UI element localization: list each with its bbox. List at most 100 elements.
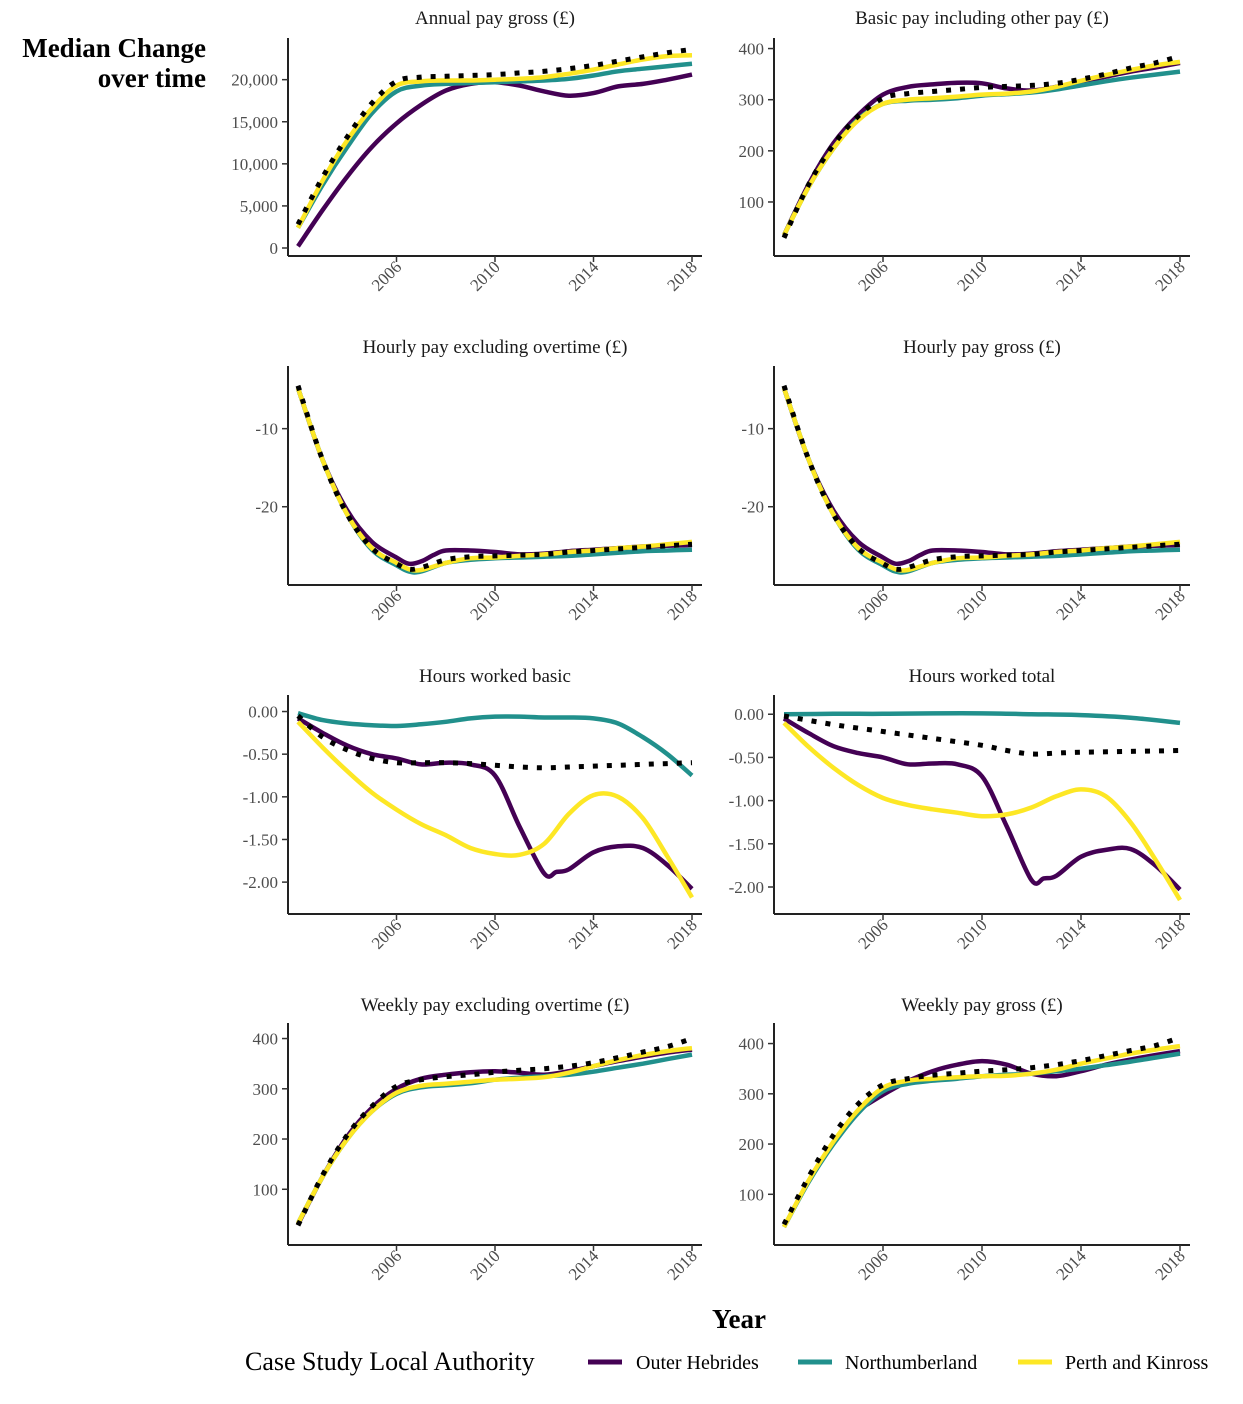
x-tick-label: 2018 <box>1151 586 1188 623</box>
series-line-northumberland <box>296 61 693 229</box>
series-line-perth-and-kinross <box>295 387 693 573</box>
panel-title: Weekly pay excluding overtime (£) <box>361 995 630 1016</box>
y-tick-label: 100 <box>253 1180 279 1199</box>
y-tick-label: 300 <box>739 91 765 110</box>
x-tick-label: 2014 <box>1052 586 1090 624</box>
y-tick-label: 15,000 <box>231 113 278 132</box>
y-tick-label: 400 <box>739 1035 765 1054</box>
series-line-northumberland <box>297 711 694 778</box>
y-tick-label: -2.00 <box>243 873 278 892</box>
y-tick-label: 200 <box>739 142 765 161</box>
y-tick-label: -10 <box>255 420 278 439</box>
panel-title: Basic pay including other pay (£) <box>855 8 1109 29</box>
panel-title: Hours worked total <box>909 666 1056 687</box>
panel-4: Hourly pay gross (£) -10 -20 2006 2010 2014 20… <box>741 337 1190 624</box>
panel-title: Hourly pay excluding overtime (£) <box>363 337 628 358</box>
legend-title: Case Study Local Authority <box>245 1347 535 1376</box>
legend-label-outer-hebrides: Outer Hebrides <box>636 1352 759 1374</box>
panel-1: Annual pay gross (£) 0 5,000 10,000 15,000 20… <box>231 8 702 295</box>
y-tick-label: 0.00 <box>248 703 278 722</box>
panel-8: Weekly pay gross (£) 100 200 300 400 2006 2010… <box>739 995 1190 1284</box>
series-line-perth-and-kinross <box>782 721 1182 902</box>
y-tick-label: 300 <box>739 1085 765 1104</box>
x-tick-label: 2010 <box>953 257 990 294</box>
series-line-outer-hebrides <box>781 387 1181 567</box>
x-tick-label: 2018 <box>1151 915 1188 952</box>
x-tick-label: 2018 <box>663 257 700 294</box>
series-line-dotted-reference <box>296 713 693 771</box>
y-tick-label: 20,000 <box>231 71 278 90</box>
series-line-outer-hebrides <box>296 716 694 891</box>
y-tick-label: 0.00 <box>734 705 764 724</box>
x-tick-label: 2014 <box>565 257 603 295</box>
y-tick-label: 400 <box>253 1030 279 1049</box>
y-tick-label: 0 <box>270 239 279 258</box>
y-tick-label: -0.50 <box>243 745 278 764</box>
series-line-dotted-reference <box>783 713 1181 757</box>
x-tick-label: 2014 <box>1052 915 1090 953</box>
y-tick-label: 200 <box>253 1130 279 1149</box>
series-line-dotted-reference <box>781 384 1181 572</box>
series-line-northumberland <box>295 387 693 575</box>
y-tick-label: -0.50 <box>729 748 764 767</box>
x-tick-label: 2010 <box>953 586 990 623</box>
series-line-northumberland <box>781 387 1181 575</box>
series-line-outer-hebrides <box>295 387 693 567</box>
x-tick-label: 2018 <box>663 1246 700 1283</box>
x-tick-label: 2014 <box>565 1246 603 1284</box>
y-tick-label: -1.00 <box>243 788 278 807</box>
y-tick-label: -1.50 <box>243 830 278 849</box>
panel-6: Hours worked total 0.00 -0.50 -1.00 -1.50 -2.… <box>729 666 1190 953</box>
y-tick-label: 5,000 <box>240 197 278 216</box>
y-tick-label: -10 <box>741 420 764 439</box>
panel-title: Weekly pay gross (£) <box>901 995 1063 1016</box>
x-tick-label: 2006 <box>854 257 891 294</box>
y-tick-label: 100 <box>739 193 765 212</box>
panel-3: Hourly pay excluding overtime (£) -10 -20 2… <box>255 337 702 624</box>
x-tick-label: 2014 <box>565 915 603 953</box>
series-line-outer-hebrides <box>296 72 693 248</box>
x-tick-label: 2014 <box>1052 257 1090 295</box>
x-tick-label: 2018 <box>663 915 700 952</box>
x-tick-label: 2014 <box>1052 1246 1090 1284</box>
x-tick-label: 2010 <box>466 257 503 294</box>
y-tick-label: 300 <box>253 1080 279 1099</box>
y-tick-label: 200 <box>739 1135 765 1154</box>
legend: Case Study Local Authority Outer Hebride… <box>245 1347 1209 1376</box>
series-line-outer-hebrides <box>782 716 1182 892</box>
x-tick-label: 2006 <box>854 1246 891 1283</box>
x-tick-label: 2018 <box>663 586 700 623</box>
legend-label-perth-and-kinross: Perth and Kinross <box>1065 1352 1209 1374</box>
y-tick-label: 100 <box>739 1185 765 1204</box>
series-line-northumberland <box>782 1051 1181 1229</box>
y-axis-label-line2: over time <box>98 63 206 93</box>
series-line-perth-and-kinross <box>296 720 694 899</box>
series-line-dotted-reference <box>295 1036 693 1227</box>
series-line-perth-and-kinross <box>781 387 1181 573</box>
x-tick-label: 2006 <box>368 257 405 294</box>
series-line-outer-hebrides <box>781 60 1181 237</box>
panel-7: Weekly pay excluding overtime (£) 100 200 3… <box>253 995 702 1284</box>
series-line-dotted-reference <box>295 46 693 226</box>
panel-title: Hours worked basic <box>419 666 571 687</box>
y-tick-label: -1.50 <box>729 835 764 854</box>
panel-title: Hourly pay gross (£) <box>903 337 1061 358</box>
x-tick-label: 2006 <box>368 1246 405 1283</box>
series-line-perth-and-kinross <box>296 1045 693 1225</box>
series-line-northumberland <box>783 711 1181 726</box>
panel-2: Basic pay including other pay (£) 100 200 3… <box>739 8 1190 295</box>
x-axis-label: Year <box>712 1304 766 1334</box>
x-tick-label: 2010 <box>466 915 503 952</box>
series-line-perth-and-kinross <box>296 53 693 229</box>
x-tick-label: 2006 <box>854 915 891 952</box>
y-tick-label: 10,000 <box>231 155 278 174</box>
series-line-outer-hebrides <box>296 1047 693 1226</box>
y-tick-label: -20 <box>741 498 764 517</box>
y-axis-label-line1: Median Change <box>22 33 206 63</box>
x-tick-label: 2006 <box>368 586 405 623</box>
series-line-dotted-reference <box>781 53 1181 239</box>
series-line-perth-and-kinross <box>781 59 1181 237</box>
y-tick-label: 400 <box>739 40 765 59</box>
